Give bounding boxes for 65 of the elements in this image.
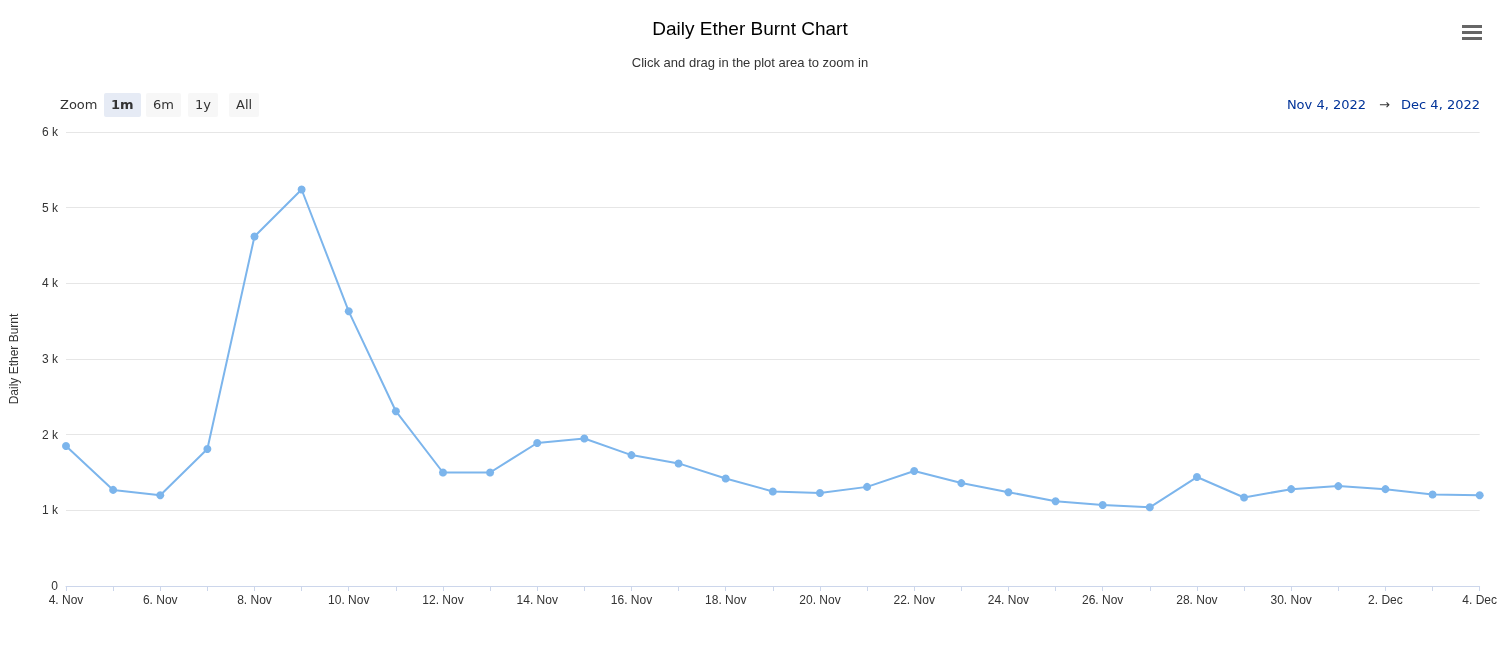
point	[721, 474, 730, 483]
x-tick-label: 30. Nov	[1270, 593, 1312, 607]
point	[203, 445, 212, 454]
y-tick-label: 6 k	[41, 125, 59, 139]
chart-subtitle: Click and drag in the plot area to zoom in	[631, 55, 869, 70]
y-tick-label: 4 k	[41, 276, 59, 291]
point	[1145, 503, 1154, 512]
point	[156, 491, 165, 500]
y-tick-label: 5 k	[41, 200, 59, 215]
text: →	[1379, 96, 1390, 114]
x-tick-label: 24. Nov	[987, 593, 1030, 607]
point	[957, 479, 966, 488]
point	[438, 468, 447, 477]
x-tick-label: 12. Nov	[422, 593, 464, 607]
point	[1381, 485, 1390, 494]
text: Zoom	[60, 96, 98, 114]
point	[1051, 497, 1060, 506]
y-tick-label: 3 k	[41, 352, 59, 366]
point	[109, 485, 118, 494]
x-tick-label: 20. Nov	[799, 593, 841, 607]
point	[768, 487, 777, 496]
text: 1y	[188, 93, 218, 117]
text: Dec 4, 2022	[1401, 96, 1480, 114]
y-tick-label: 2 k	[41, 427, 59, 442]
x-tick-label: 22. Nov	[893, 593, 935, 607]
x-tick-label: 28. Nov	[1176, 593, 1218, 607]
y-axis-title: Daily Ether Burnt	[7, 312, 21, 405]
x-tick-label: 8. Nov	[237, 593, 272, 607]
x-tick-label: 4. Nov	[48, 593, 84, 607]
point	[1475, 491, 1484, 500]
point	[1004, 488, 1013, 497]
point	[1240, 493, 1249, 502]
point	[1098, 501, 1107, 510]
point	[62, 442, 70, 451]
x-tick-label: 4. Dec	[1462, 593, 1497, 607]
point	[344, 307, 353, 316]
y-tick-label: 1 k	[41, 503, 59, 518]
text: All	[229, 93, 260, 117]
point	[297, 185, 306, 194]
point	[486, 468, 495, 477]
point	[627, 451, 636, 460]
point	[1334, 482, 1343, 491]
point	[391, 407, 400, 416]
x-tick-label: 26. Nov	[1082, 593, 1124, 607]
x-tick-label: 10. Nov	[328, 593, 370, 607]
point	[533, 438, 542, 447]
point	[580, 434, 589, 443]
text: 1m	[104, 93, 141, 117]
x-tick-label: 16. Nov	[610, 593, 653, 607]
point	[674, 459, 683, 468]
point	[1192, 473, 1201, 482]
point	[910, 466, 919, 475]
chart-title: Daily Ether Burnt Chart	[652, 18, 849, 39]
x-tick-label: 18. Nov	[705, 593, 747, 607]
point	[1428, 490, 1437, 499]
text: Nov 4, 2022	[1286, 96, 1366, 114]
x-tick-label: 14. Nov	[516, 593, 558, 607]
point	[1287, 485, 1296, 494]
y-tick-label: 0	[51, 579, 59, 593]
x-tick-label: 6. Nov	[142, 593, 178, 607]
point	[250, 232, 259, 241]
point	[863, 482, 872, 491]
point	[815, 488, 824, 497]
x-tick-label: 2. Dec	[1368, 593, 1403, 607]
text: 6m	[146, 93, 181, 117]
